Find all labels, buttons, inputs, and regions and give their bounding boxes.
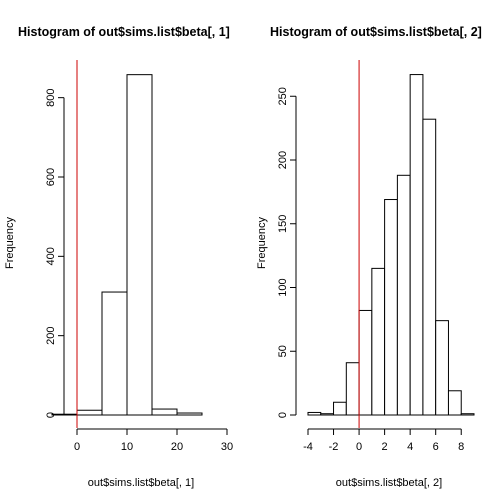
- x-tick-label-2-2: 0: [356, 441, 362, 453]
- y-tick-label-1-3: 600: [45, 168, 57, 186]
- y-axis-beta-2: 0 50 100 150 200 250: [277, 87, 297, 418]
- bar-2-3: [345, 362, 360, 416]
- bar-1-5: [176, 412, 203, 416]
- y-tick-label-2-3: 150: [277, 215, 289, 233]
- x-tick-label-2-3: 2: [382, 441, 388, 453]
- histogram-panel-beta-1: Histogram of out$sims.list$beta[, 1] out…: [4, 25, 233, 489]
- x-axis-beta-1: 0 10 20 30: [74, 428, 233, 453]
- bars-beta-2: [307, 74, 475, 416]
- y-tick-label-1-1: 200: [45, 326, 57, 344]
- bar-1-1: [76, 409, 103, 416]
- bar-2-10: [435, 320, 449, 416]
- bar-1-4: [151, 408, 178, 416]
- bar-2-8: [409, 74, 424, 416]
- x-tick-label-1-3: 30: [221, 441, 233, 453]
- x-tick-label-1-1: 10: [121, 441, 133, 453]
- x-axis-beta-2: -4 -2 0 2 4 6 8: [303, 428, 464, 453]
- y-axis-beta-1: 0 200 400 600 800: [45, 88, 65, 418]
- histogram-panel-beta-2: Histogram of out$sims.list$beta[, 2] out…: [256, 25, 482, 489]
- bar-1-3: [126, 74, 153, 416]
- chart-title-beta-2: Histogram of out$sims.list$beta[, 2]: [270, 25, 482, 39]
- bar-2-9: [422, 118, 437, 416]
- y-tick-label-2-0: 0: [277, 412, 289, 418]
- bar-2-12: [460, 413, 475, 416]
- y-axis-label-beta-2: Frequency: [256, 217, 268, 269]
- y-axis-label-beta-1: Frequency: [4, 217, 16, 269]
- x-tick-label-1-0: 0: [74, 441, 80, 453]
- bar-1-2: [101, 291, 128, 416]
- x-tick-label-1-2: 20: [171, 441, 183, 453]
- y-tick-label-1-2: 400: [45, 247, 57, 265]
- y-tick-label-2-4: 200: [277, 151, 289, 169]
- x-tick-label-2-4: 4: [407, 441, 413, 453]
- bar-2-4: [358, 309, 373, 416]
- bar-2-2: [333, 401, 347, 416]
- y-tick-label-1-4: 800: [45, 88, 57, 106]
- chart-title-beta-1: Histogram of out$sims.list$beta[, 1]: [18, 25, 230, 39]
- bars-beta-1: [51, 74, 203, 416]
- x-axis-label-beta-1: out$sims.list$beta[, 1]: [88, 477, 194, 489]
- x-tick-label-2-5: 6: [433, 441, 439, 453]
- bar-2-0: [307, 411, 322, 416]
- bar-2-1: [320, 413, 335, 416]
- y-tick-label-1-0: 0: [45, 412, 57, 418]
- x-tick-label-2-1: -2: [329, 441, 339, 453]
- x-tick-label-2-0: -4: [303, 441, 313, 453]
- y-tick-label-2-2: 100: [277, 278, 289, 296]
- x-axis-label-beta-2: out$sims.list$beta[, 2]: [336, 477, 442, 489]
- x-tick-label-2-6: 8: [458, 441, 464, 453]
- bar-2-5: [371, 267, 386, 416]
- bar-2-6: [384, 199, 398, 416]
- y-tick-label-2-5: 250: [277, 87, 289, 105]
- y-tick-label-2-1: 50: [277, 345, 289, 357]
- bar-2-11: [447, 390, 462, 416]
- bar-2-7: [396, 174, 411, 416]
